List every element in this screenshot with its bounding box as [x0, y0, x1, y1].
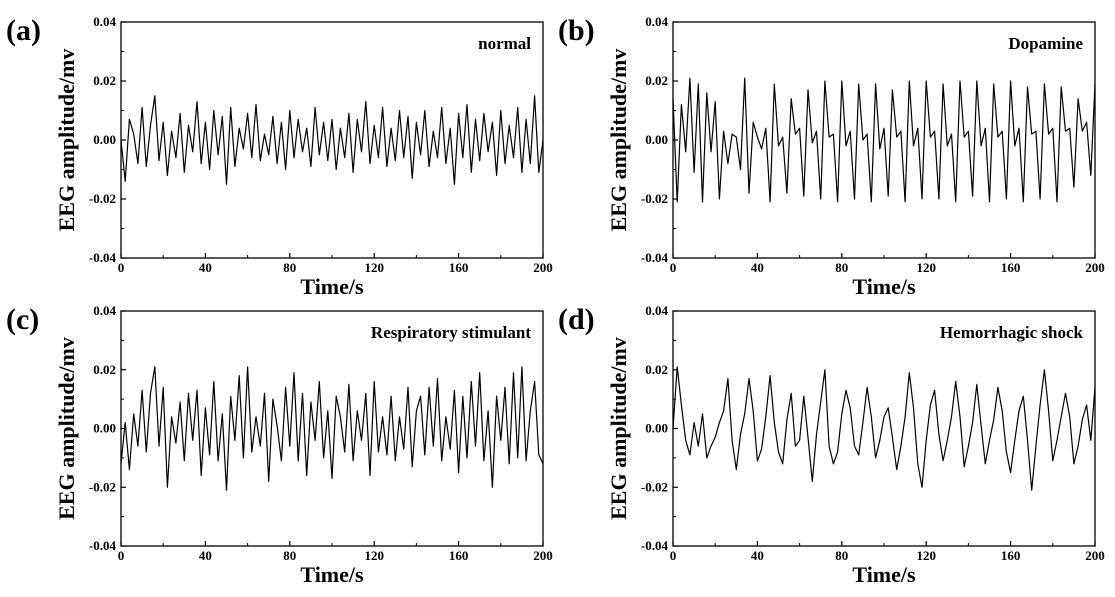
y-tick-label: 0.00 — [645, 132, 668, 147]
y-tick-label: 0.02 — [93, 73, 116, 88]
chart-panel-4: 0 40 80 120 160 200 -0.04 -0.02 0.00 0.02 0.04 Time… — [558, 303, 1105, 587]
y-tick-label: 0.00 — [93, 421, 116, 436]
y-tick-label: 0.00 — [93, 132, 116, 147]
plot-frame — [673, 311, 1095, 546]
x-axis-label: Time/s — [852, 562, 916, 587]
y-axis-label: EEG amplitude/mv — [54, 49, 79, 232]
panel-label: (a) — [6, 14, 41, 47]
y-tick-label: 0.04 — [645, 14, 668, 29]
chart-panel-2: 0 40 80 120 160 200 -0.04 -0.02 0.00 0.02 0.04 Time… — [558, 14, 1105, 299]
series-annotation: normal — [478, 34, 531, 53]
plot-frame — [121, 22, 543, 258]
eeg-series-line — [673, 78, 1095, 202]
chart-panel-1: 0 40 80 120 160 200 -0.04 -0.02 0.00 0.02 0.04 Time… — [6, 14, 553, 299]
x-tick-label: 120 — [364, 260, 384, 275]
y-tick-label: 0.02 — [645, 362, 668, 377]
x-tick-label: 0 — [118, 548, 125, 563]
x-tick-label: 40 — [751, 260, 764, 275]
y-tick-label: -0.04 — [641, 538, 669, 553]
x-tick-label: 200 — [1085, 548, 1105, 563]
x-tick-label: 40 — [199, 260, 212, 275]
x-axis-label: Time/s — [300, 274, 364, 299]
y-axis-label: EEG amplitude/mv — [54, 337, 79, 520]
y-tick-label: -0.04 — [641, 250, 669, 265]
x-tick-label: 0 — [118, 260, 125, 275]
y-tick-label: 0.02 — [645, 73, 668, 88]
y-tick-label: 0.00 — [645, 421, 668, 436]
x-tick-label: 80 — [283, 260, 296, 275]
chart-panel-3: 0 40 80 120 160 200 -0.04 -0.02 0.00 0.02 0.04 Time… — [6, 303, 553, 587]
series-annotation: Respiratory stimulant — [371, 323, 531, 342]
x-tick-label: 160 — [1001, 260, 1021, 275]
x-tick-label: 160 — [1001, 548, 1021, 563]
plot-frame — [121, 311, 543, 546]
y-tick-label: -0.04 — [89, 538, 117, 553]
y-tick-label: 0.04 — [93, 14, 116, 29]
y-tick-label: 0.02 — [93, 362, 116, 377]
x-tick-label: 120 — [364, 548, 384, 563]
x-tick-label: 80 — [835, 260, 848, 275]
panel-label: (b) — [558, 14, 595, 47]
y-tick-label: -0.02 — [641, 479, 668, 494]
eeg-series-line — [673, 367, 1095, 490]
series-annotation: Hemorrhagic shock — [940, 323, 1084, 342]
x-tick-label: 0 — [670, 548, 677, 563]
x-tick-label: 40 — [751, 548, 764, 563]
y-tick-label: 0.04 — [93, 303, 116, 318]
x-tick-label: 40 — [199, 548, 212, 563]
y-axis-label: EEG amplitude/mv — [606, 49, 631, 232]
x-tick-label: 200 — [533, 548, 553, 563]
y-tick-label: 0.04 — [645, 303, 668, 318]
x-tick-label: 120 — [916, 548, 936, 563]
y-tick-label: -0.02 — [89, 479, 116, 494]
x-tick-label: 200 — [533, 260, 553, 275]
x-axis-label: Time/s — [300, 562, 364, 587]
eeg-series-line — [121, 367, 543, 490]
eeg-series-line — [121, 96, 543, 185]
x-tick-label: 80 — [835, 548, 848, 563]
y-axis-label: EEG amplitude/mv — [606, 337, 631, 520]
y-tick-label: -0.02 — [89, 191, 116, 206]
panel-label: (d) — [558, 303, 595, 336]
y-tick-label: -0.04 — [89, 250, 117, 265]
x-tick-label: 160 — [449, 260, 469, 275]
series-annotation: Dopamine — [1008, 34, 1083, 53]
x-tick-label: 80 — [283, 548, 296, 563]
x-axis-label: Time/s — [852, 274, 916, 299]
x-tick-label: 0 — [670, 260, 677, 275]
panel-label: (c) — [6, 303, 39, 336]
x-tick-label: 120 — [916, 260, 936, 275]
x-tick-label: 160 — [449, 548, 469, 563]
x-tick-label: 200 — [1085, 260, 1105, 275]
y-tick-label: -0.02 — [641, 191, 668, 206]
